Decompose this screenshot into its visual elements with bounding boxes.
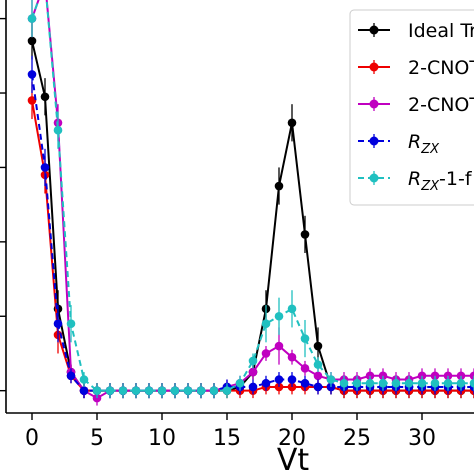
legend-label: 2-CNOT [408,94,474,116]
legend-swatch-marker [369,173,379,183]
legend-box [349,9,474,206]
data-point [261,378,271,388]
x-tick-label: 30 [408,426,436,451]
legend-entry: Ideal Tr [358,20,474,42]
data-point [27,70,37,79]
data-point [300,378,310,388]
data-point [248,382,258,392]
data-point [248,356,258,366]
x-tick-label: 5 [90,426,104,451]
data-point [430,378,440,388]
data-point [53,125,63,135]
data-point [79,375,89,384]
data-point [404,378,414,388]
series-line [31,0,474,392]
legend-swatch-marker [369,99,379,109]
data-point [27,36,37,46]
x-tick-label: 20 [278,426,306,451]
legend-swatch-marker [369,25,379,35]
data-point [469,371,474,381]
data-point [66,319,76,329]
legend-label: RZX-1-f [408,168,473,194]
data-point [274,375,284,384]
data-point [456,378,466,388]
data-point [274,181,284,191]
legend-label: Ideal Tr [408,20,474,42]
x-tick-label: 25 [343,426,371,451]
data-point [261,349,271,358]
legend-entry: 2-CNOT [358,94,474,116]
data-point [144,386,154,395]
x-tick-label: 10 [148,426,176,451]
data-point [248,367,258,377]
data-point [352,378,362,388]
data-point [27,96,37,105]
data-point [27,14,37,23]
data-point [40,92,50,102]
data-point [326,375,336,384]
legend: Ideal Tr 2-CNOT 2-CNOT RZX RZX-1-f [349,9,474,206]
axes: 0 5 10 15 20 25 30 [0,0,474,451]
data-point [300,364,310,373]
x-axis-label: Vt [277,443,310,474]
legend-swatch-marker [369,136,379,146]
x-tick-label: 0 [25,426,39,451]
data-point [287,304,297,314]
data-point [235,378,245,388]
data-point [40,163,50,172]
legend-entry: RZX-1-f [358,168,473,194]
data-point [79,386,89,395]
data-point [391,378,401,388]
legend-entry: RZX [358,131,440,157]
legend-label: 2-CNOT [408,57,474,79]
x-tick-label: 15 [213,426,241,451]
data-point [53,319,63,329]
data-point [157,386,167,395]
data-point [274,311,284,321]
data-point [131,386,141,395]
data-point [92,386,102,395]
data-point [287,118,297,128]
series-layer [27,0,474,406]
legend-swatch-marker [369,62,379,72]
data-point [339,378,349,388]
data-point [443,378,453,388]
data-point [313,360,323,369]
data-point [170,386,180,395]
data-point [118,386,128,395]
data-point [261,319,271,329]
data-point [417,378,427,388]
data-point [300,230,310,239]
data-point [274,341,284,351]
data-point [287,352,297,362]
data-point [209,386,219,395]
data-point [365,378,375,388]
data-point [378,378,388,388]
data-point [196,386,206,395]
data-point [222,386,232,395]
data-point [313,382,323,392]
data-point [313,371,323,381]
data-point [469,378,474,388]
data-point [287,375,297,384]
legend-entry: 2-CNOT [358,57,474,79]
data-point [66,371,76,381]
data-point [313,341,323,351]
data-point [105,386,115,395]
data-point [300,334,310,343]
legend-label: RZX [408,131,440,157]
data-point [183,386,193,395]
series [27,0,474,399]
